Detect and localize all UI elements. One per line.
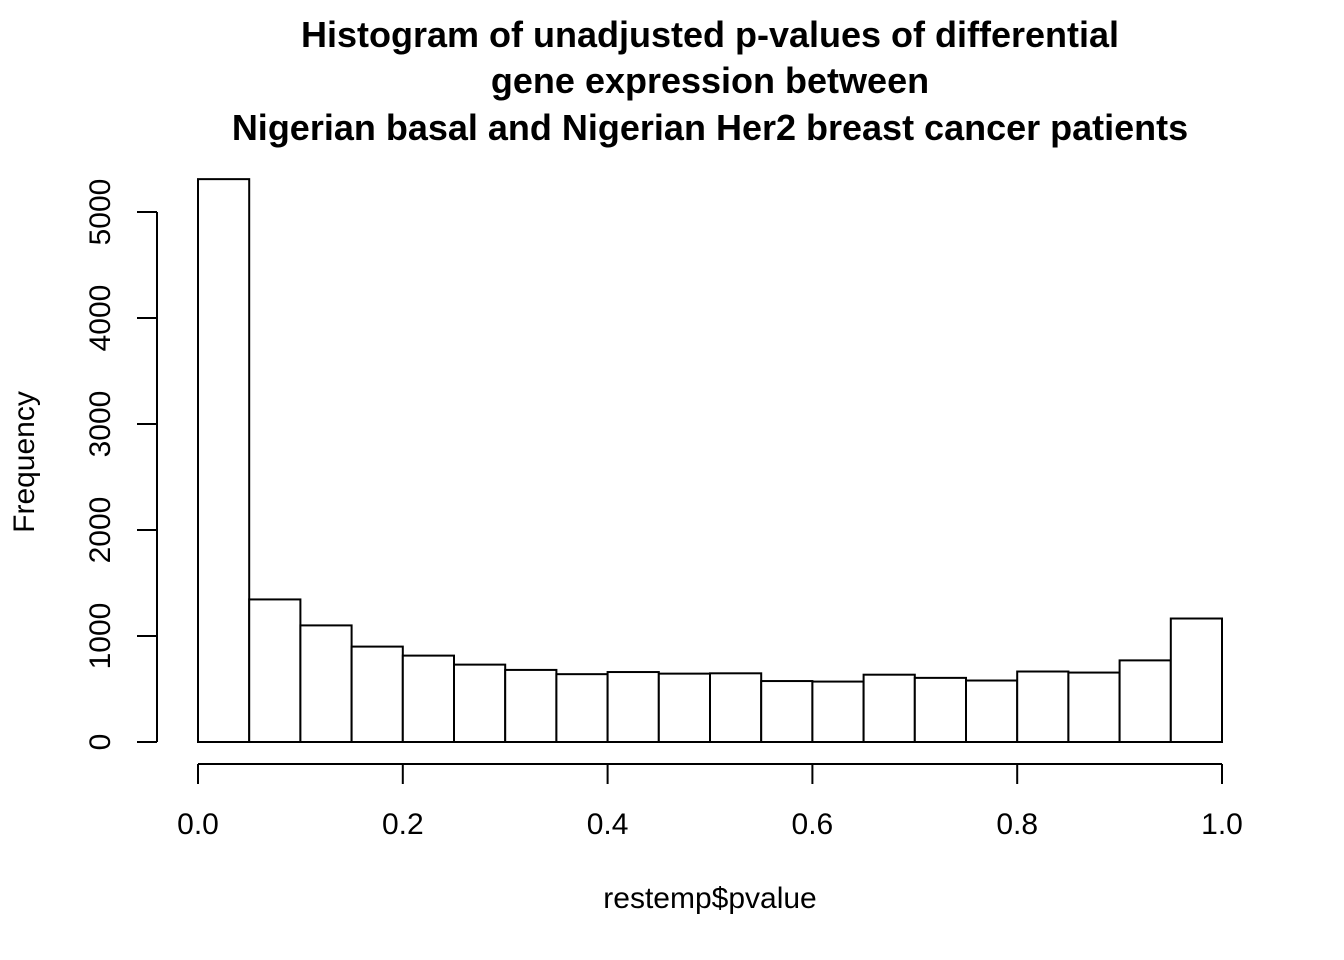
histogram-bar xyxy=(709,672,763,744)
histogram-bar xyxy=(453,663,507,743)
y-tick-label: 4000 xyxy=(84,285,117,352)
histogram-bar xyxy=(965,679,1019,744)
y-tick-label: 3000 xyxy=(84,391,117,458)
y-tick-label: 5000 xyxy=(84,179,117,246)
histogram-bar xyxy=(350,645,404,743)
chart-title-line-3: Nigerian basal and Nigerian Her2 breast … xyxy=(231,107,1189,148)
x-tick-label: 0.4 xyxy=(587,808,629,841)
histogram-bar xyxy=(606,671,660,743)
chart-title-line-1: Histogram of unadjusted p-values of diff… xyxy=(300,14,1120,55)
x-tick-label: 0.8 xyxy=(996,808,1038,841)
histogram-bar xyxy=(1016,670,1070,744)
x-tick-label: 0.2 xyxy=(382,808,424,841)
chart-title-line-2: gene expression between xyxy=(490,60,930,101)
histogram-bar xyxy=(401,654,455,743)
x-tick-label: 0.0 xyxy=(177,808,219,841)
histogram-bar xyxy=(504,668,558,743)
histogram-bar xyxy=(1067,671,1121,744)
histogram-bar xyxy=(299,624,353,744)
y-axis: 0 1000 2000 3000 4000 5000 xyxy=(84,179,158,751)
histogram-bar xyxy=(1169,617,1224,744)
histogram-bar xyxy=(555,673,609,743)
x-axis-label: restemp$pvalue xyxy=(603,882,817,915)
histogram-bar xyxy=(197,178,251,743)
x-axis: 0.0 0.2 0.4 0.6 0.8 1.0 xyxy=(177,763,1243,841)
histogram-bar xyxy=(1118,659,1172,744)
y-tick-label: 0 xyxy=(84,734,117,751)
histogram-bar xyxy=(760,680,814,743)
x-tick-label: 0.6 xyxy=(792,808,834,841)
y-tick-label: 2000 xyxy=(84,497,117,564)
y-tick-label: 1000 xyxy=(84,603,117,670)
histogram-bar xyxy=(913,676,967,743)
x-tick-label: 1.0 xyxy=(1201,808,1243,841)
histogram-bars xyxy=(197,178,1224,744)
histogram-bar xyxy=(657,672,711,744)
histogram-bar xyxy=(248,598,302,743)
histogram-bar xyxy=(862,673,916,743)
histogram-bar xyxy=(811,680,865,744)
y-axis-label: Frequency xyxy=(8,391,41,533)
